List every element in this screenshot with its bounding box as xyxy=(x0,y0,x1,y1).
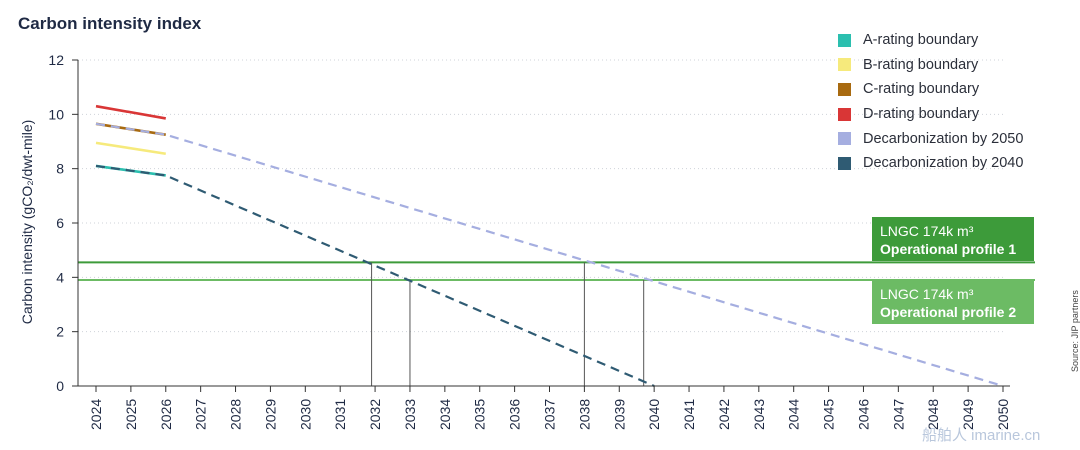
operational-profile-2-box: LNGC 174k m³ Operational profile 2 xyxy=(872,280,1034,324)
series-line-3 xyxy=(95,104,166,120)
legend-label: A-rating boundary xyxy=(863,32,979,49)
legend-label: Decarbonization by 2040 xyxy=(863,155,1024,172)
x-tick-label: 2046 xyxy=(855,399,871,430)
chart-title: Carbon intensity index xyxy=(18,14,202,33)
x-tick-label: 2048 xyxy=(925,399,941,430)
legend-swatch xyxy=(838,156,851,170)
legend-swatch xyxy=(838,33,851,47)
operational-profile-1-box: LNGC 174k m³ Operational profile 1 xyxy=(872,217,1034,261)
profile-1-vessel: LNGC 174k m³ xyxy=(880,223,974,239)
x-tick-label: 2040 xyxy=(646,399,662,430)
y-tick-label: 6 xyxy=(56,215,64,231)
y-tick-label: 12 xyxy=(48,52,64,68)
series-lines xyxy=(95,104,1004,388)
legend-item: A-rating boundary xyxy=(838,28,1023,53)
watermark: 船舶人 imarine.cn xyxy=(922,427,1041,444)
series-line-5 xyxy=(95,164,655,388)
x-tick-label: 2025 xyxy=(123,399,139,430)
legend-item: D-rating boundary xyxy=(838,102,1023,127)
x-tick-label: 2044 xyxy=(786,399,802,430)
y-tick-label: 0 xyxy=(56,378,64,394)
drop-lines xyxy=(371,262,645,386)
x-tick-label: 2035 xyxy=(472,399,488,430)
x-tick-label: 2027 xyxy=(193,399,209,430)
legend-item: C-rating boundary xyxy=(838,77,1023,102)
x-tick-label: 2029 xyxy=(262,399,278,430)
legend-label: D-rating boundary xyxy=(863,106,980,123)
series-line-1 xyxy=(95,141,166,156)
x-tick-label: 2043 xyxy=(751,399,767,430)
y-tick-label: 10 xyxy=(48,106,64,122)
x-tick-label: 2028 xyxy=(228,399,244,430)
legend-swatch xyxy=(838,107,851,121)
y-tick-labels: 0 2 4 6 8 10 12 xyxy=(48,52,64,394)
legend-label: B-rating boundary xyxy=(863,56,979,73)
x-tick-label: 2050 xyxy=(995,399,1011,430)
legend-item: Decarbonization by 2040 xyxy=(838,151,1023,176)
axes xyxy=(72,59,1010,392)
legend: A-rating boundary B-rating boundary C-rati… xyxy=(838,28,1023,176)
x-tick-label: 2026 xyxy=(158,399,174,430)
y-tick-label: 8 xyxy=(56,161,64,177)
reference-lines xyxy=(78,261,1035,282)
x-tick-label: 2038 xyxy=(576,399,592,430)
x-tick-label: 2031 xyxy=(332,399,348,430)
source-note: Source: JIP partners xyxy=(1070,290,1080,372)
x-tick-labels: 2024 2025 2026 2027 2028 2029 2030 2031 2032 2033… xyxy=(88,399,1011,430)
x-tick-label: 2047 xyxy=(890,399,906,430)
x-tick-label: 2042 xyxy=(716,399,732,430)
profile-2-vessel: LNGC 174k m³ xyxy=(880,286,974,302)
legend-item: B-rating boundary xyxy=(838,53,1023,78)
x-tick-label: 2032 xyxy=(367,399,383,430)
y-axis-label: Carbon intensity (gCO₂/dwt-mile) xyxy=(19,120,35,325)
profile-2-label: Operational profile 2 xyxy=(880,304,1017,320)
profile-1-label: Operational profile 1 xyxy=(880,241,1017,257)
legend-swatch xyxy=(838,132,851,146)
series-line-4 xyxy=(95,122,1004,388)
y-tick-label: 2 xyxy=(56,324,64,340)
x-tick-label: 2036 xyxy=(507,399,523,430)
legend-swatch xyxy=(838,82,851,96)
x-tick-label: 2041 xyxy=(681,399,697,430)
x-tick-label: 2030 xyxy=(297,399,313,430)
x-tick-label: 2049 xyxy=(960,399,976,430)
x-tick-label: 2034 xyxy=(437,399,453,430)
x-tick-label: 2037 xyxy=(542,399,558,430)
legend-label: Decarbonization by 2050 xyxy=(863,130,1024,147)
legend-label: C-rating boundary xyxy=(863,81,980,98)
x-tick-label: 2045 xyxy=(821,399,837,430)
x-tick-label: 2024 xyxy=(88,399,104,430)
x-tick-label: 2039 xyxy=(611,399,627,430)
y-tick-label: 4 xyxy=(56,269,64,285)
x-tick-label: 2033 xyxy=(402,399,418,430)
legend-swatch xyxy=(838,58,851,72)
legend-item: Decarbonization by 2050 xyxy=(838,126,1023,151)
